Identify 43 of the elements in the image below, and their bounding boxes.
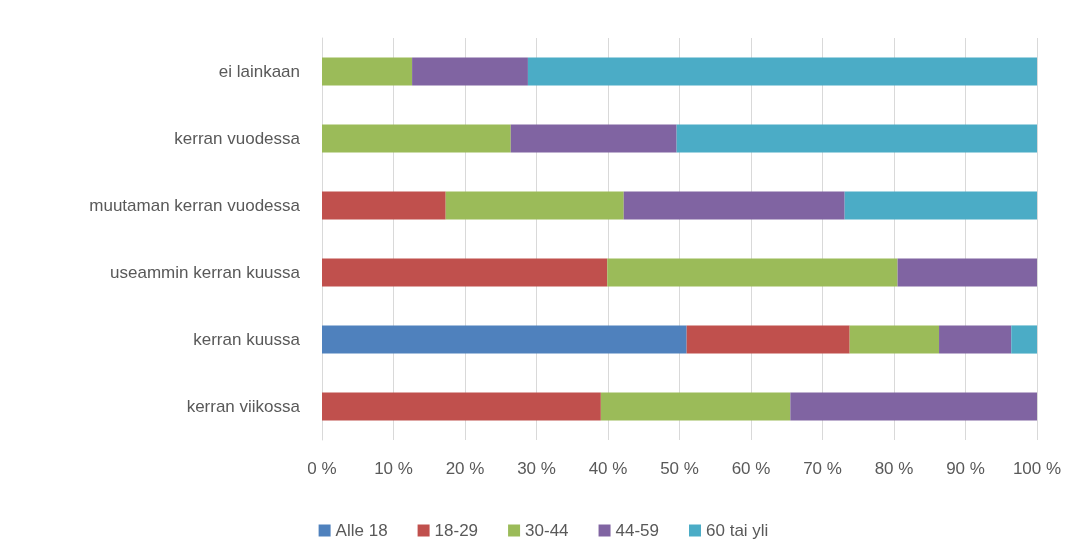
y-tick-label: useammin kerran kuussa bbox=[110, 263, 301, 282]
x-tick-label: 90 % bbox=[946, 459, 985, 478]
x-tick-label: 100 % bbox=[1012, 459, 1062, 478]
bar bbox=[322, 124, 511, 153]
bar bbox=[412, 57, 528, 86]
bar bbox=[939, 325, 1012, 354]
legend-label: 44-59 bbox=[615, 521, 660, 540]
bar bbox=[600, 392, 791, 421]
bar bbox=[623, 191, 845, 220]
bar bbox=[445, 191, 624, 220]
bar bbox=[322, 258, 608, 287]
x-tick-label: 40 % bbox=[588, 459, 628, 478]
x-tick-label: 20 % bbox=[445, 459, 485, 478]
bar bbox=[844, 191, 1037, 220]
x-tick-label: 30 % bbox=[517, 459, 556, 478]
legend-label: 18-29 bbox=[434, 521, 479, 540]
legend-label: Alle 18 bbox=[335, 521, 388, 540]
y-tick-label: kerran vuodessa bbox=[174, 129, 301, 148]
x-tick-label: 0 % bbox=[307, 459, 337, 478]
bar bbox=[322, 191, 446, 220]
y-tick-label: kerran viikossa bbox=[186, 397, 301, 416]
x-tick-label: 10 % bbox=[374, 459, 413, 478]
bar bbox=[686, 325, 850, 354]
y-tick-label: kerran kuussa bbox=[193, 330, 301, 349]
y-tick-label: muutaman kerran vuodessa bbox=[89, 196, 301, 215]
x-tick-label: 80 % bbox=[874, 459, 914, 478]
x-tick-label: 60 % bbox=[731, 459, 771, 478]
x-tick-label: 70 % bbox=[803, 459, 842, 478]
bar bbox=[897, 258, 1037, 287]
legend-label: 30-44 bbox=[525, 521, 569, 540]
legend-label: 60 tai yli bbox=[706, 521, 769, 540]
bar bbox=[790, 392, 1037, 421]
bar bbox=[322, 325, 687, 354]
y-tick-label: ei lainkaan bbox=[218, 62, 300, 81]
bar bbox=[849, 325, 940, 354]
x-tick-label: 50 % bbox=[660, 459, 699, 478]
bar bbox=[322, 392, 601, 421]
bar bbox=[510, 124, 677, 153]
bar bbox=[322, 57, 413, 86]
bar bbox=[1011, 325, 1037, 354]
bar bbox=[607, 258, 898, 287]
bar bbox=[676, 124, 1037, 153]
bar bbox=[527, 57, 1037, 86]
